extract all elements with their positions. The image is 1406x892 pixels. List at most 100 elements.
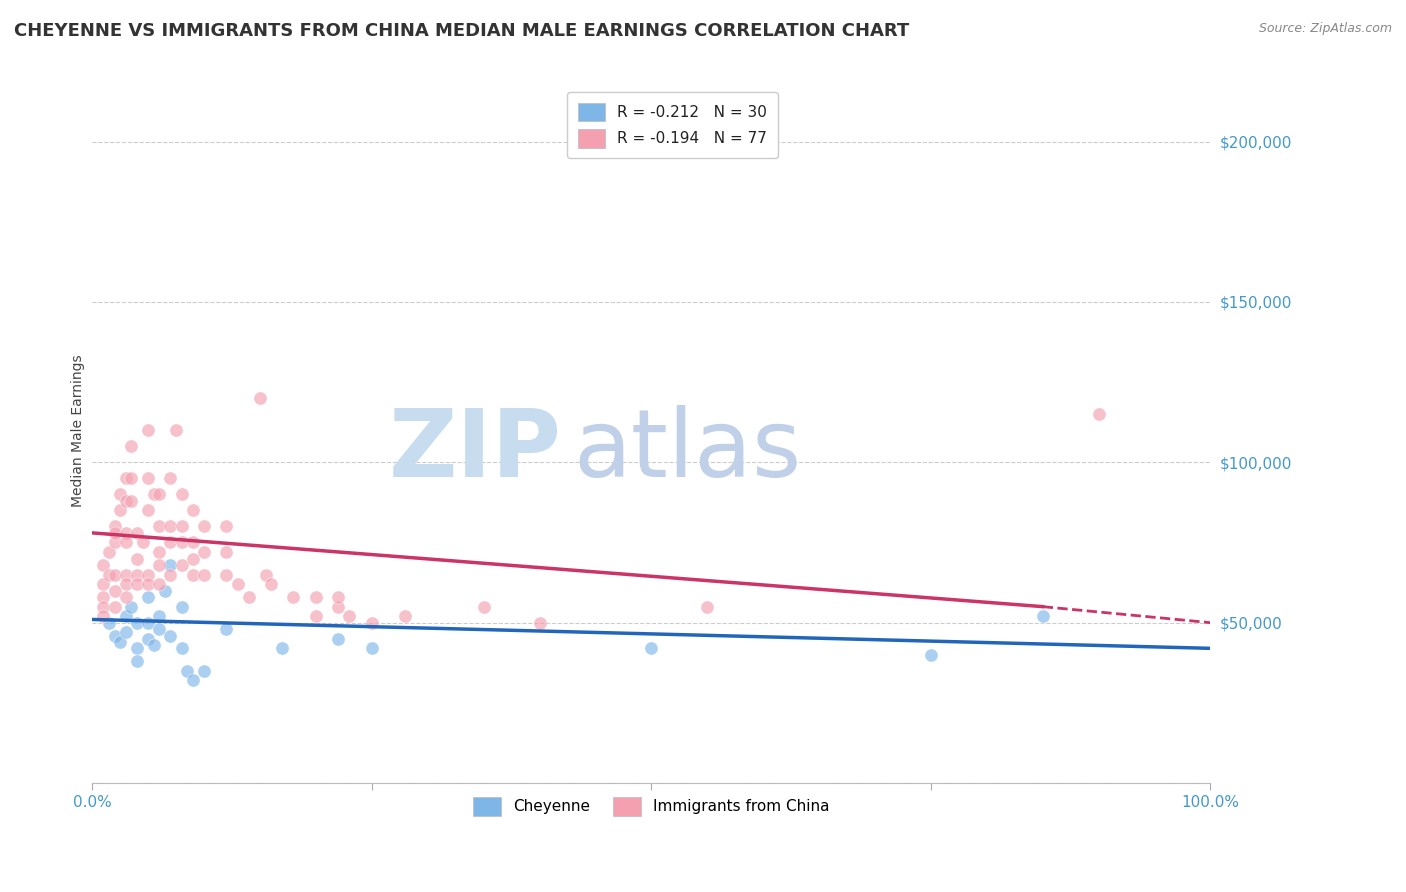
- Point: [148, 558, 170, 572]
- Point: [148, 577, 170, 591]
- Point: [114, 535, 136, 549]
- Point: [170, 641, 193, 656]
- Point: [136, 503, 159, 517]
- Point: [114, 525, 136, 540]
- Point: [254, 567, 277, 582]
- Point: [328, 590, 350, 604]
- Point: [120, 493, 142, 508]
- Point: [103, 535, 125, 549]
- Text: ZIP: ZIP: [389, 405, 562, 498]
- Point: [215, 545, 238, 559]
- Point: [93, 599, 115, 614]
- Point: [136, 423, 159, 437]
- Point: [136, 577, 159, 591]
- Point: [136, 615, 159, 630]
- Point: [328, 599, 350, 614]
- Point: [1087, 407, 1109, 421]
- Y-axis label: Median Male Earnings: Median Male Earnings: [72, 354, 86, 507]
- Point: [360, 615, 382, 630]
- Point: [215, 519, 238, 533]
- Point: [125, 567, 148, 582]
- Point: [159, 535, 181, 549]
- Text: CHEYENNE VS IMMIGRANTS FROM CHINA MEDIAN MALE EARNINGS CORRELATION CHART: CHEYENNE VS IMMIGRANTS FROM CHINA MEDIAN…: [14, 22, 910, 40]
- Point: [148, 609, 170, 624]
- Point: [97, 615, 120, 630]
- Point: [108, 487, 131, 501]
- Point: [193, 545, 215, 559]
- Point: [125, 641, 148, 656]
- Point: [114, 471, 136, 485]
- Point: [193, 567, 215, 582]
- Point: [108, 635, 131, 649]
- Point: [181, 673, 204, 688]
- Point: [131, 535, 153, 549]
- Point: [696, 599, 718, 614]
- Point: [136, 632, 159, 646]
- Point: [159, 471, 181, 485]
- Point: [176, 664, 198, 678]
- Point: [114, 577, 136, 591]
- Point: [165, 423, 187, 437]
- Point: [159, 558, 181, 572]
- Point: [114, 609, 136, 624]
- Point: [360, 641, 382, 656]
- Point: [170, 535, 193, 549]
- Point: [136, 471, 159, 485]
- Point: [920, 648, 942, 662]
- Point: [93, 609, 115, 624]
- Point: [283, 590, 305, 604]
- Point: [114, 590, 136, 604]
- Point: [93, 577, 115, 591]
- Point: [120, 471, 142, 485]
- Point: [238, 590, 260, 604]
- Point: [193, 664, 215, 678]
- Point: [136, 567, 159, 582]
- Point: [170, 599, 193, 614]
- Point: [125, 551, 148, 566]
- Point: [249, 391, 271, 405]
- Point: [125, 654, 148, 668]
- Point: [1032, 609, 1054, 624]
- Point: [170, 558, 193, 572]
- Point: [529, 615, 551, 630]
- Text: Source: ZipAtlas.com: Source: ZipAtlas.com: [1258, 22, 1392, 36]
- Point: [103, 583, 125, 598]
- Point: [394, 609, 416, 624]
- Point: [215, 567, 238, 582]
- Point: [103, 525, 125, 540]
- Point: [305, 590, 328, 604]
- Legend: Cheyenne, Immigrants from China: Cheyenne, Immigrants from China: [464, 788, 838, 825]
- Point: [159, 567, 181, 582]
- Point: [148, 487, 170, 501]
- Point: [125, 525, 148, 540]
- Point: [181, 535, 204, 549]
- Point: [114, 625, 136, 640]
- Point: [93, 590, 115, 604]
- Point: [193, 519, 215, 533]
- Point: [181, 503, 204, 517]
- Point: [148, 545, 170, 559]
- Point: [215, 622, 238, 636]
- Point: [339, 609, 361, 624]
- Point: [93, 558, 115, 572]
- Point: [153, 583, 176, 598]
- Point: [305, 609, 328, 624]
- Point: [114, 493, 136, 508]
- Point: [159, 519, 181, 533]
- Point: [328, 632, 350, 646]
- Point: [142, 638, 165, 652]
- Point: [120, 599, 142, 614]
- Point: [226, 577, 249, 591]
- Point: [125, 615, 148, 630]
- Point: [271, 641, 294, 656]
- Point: [97, 567, 120, 582]
- Point: [97, 545, 120, 559]
- Point: [136, 590, 159, 604]
- Point: [103, 628, 125, 642]
- Text: atlas: atlas: [574, 405, 801, 498]
- Point: [114, 567, 136, 582]
- Point: [103, 519, 125, 533]
- Point: [159, 628, 181, 642]
- Point: [181, 551, 204, 566]
- Point: [170, 519, 193, 533]
